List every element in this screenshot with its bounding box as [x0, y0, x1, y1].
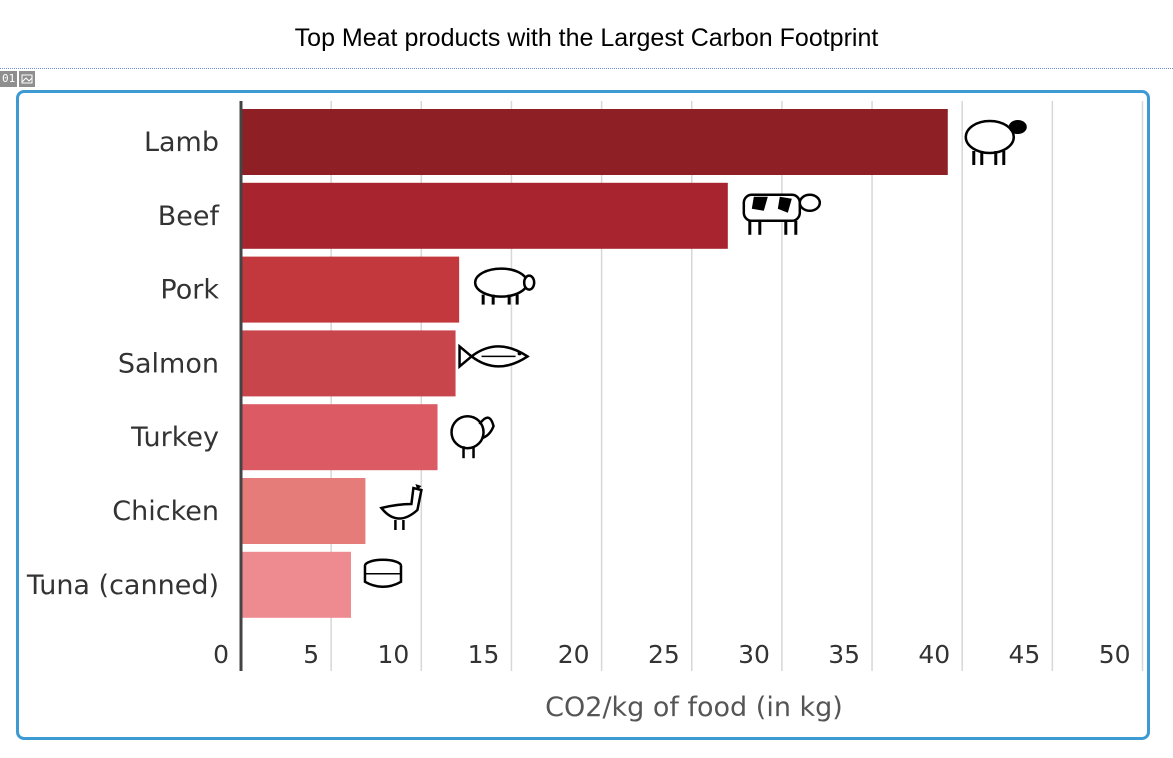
chart-frame: Lamb Beef Pork Salmon Turkey Chicken Tuna (can…: [16, 90, 1150, 740]
x-tick-label: 10: [377, 640, 409, 669]
x-tick-label: 15: [468, 640, 500, 669]
object-tag: 01: [0, 71, 36, 87]
x-tick-label: 30: [738, 640, 770, 669]
fish-icon: [458, 343, 530, 370]
bar-turkey: [241, 404, 438, 471]
bar-beef: [241, 182, 728, 249]
x-tick-label: 20: [558, 640, 590, 669]
chicken-icon: [379, 484, 423, 530]
x-tick-label: 35: [828, 640, 860, 669]
category-label: Lamb: [144, 127, 219, 158]
x-tick-label: 0: [213, 640, 229, 669]
x-axis-title: CO2/kg of food (in kg): [545, 692, 843, 723]
bar-tuna-canned: [241, 551, 351, 618]
bar-chicken: [241, 478, 366, 544]
object-tag-label: 01: [0, 71, 18, 87]
can-icon: [363, 558, 403, 589]
x-tick-label: 45: [1009, 640, 1041, 669]
x-tick-label: 40: [918, 640, 950, 669]
image-icon: [19, 71, 36, 87]
cow-icon: [742, 193, 822, 235]
bar-salmon: [241, 330, 456, 397]
pig-icon: [473, 267, 536, 305]
category-label: Salmon: [118, 348, 219, 379]
page-title: Top Meat products with the Largest Carbo…: [294, 24, 879, 52]
category-label: Turkey: [130, 422, 219, 453]
category-label: Chicken: [112, 496, 219, 527]
bar-lamb: [241, 109, 948, 175]
category-label: Beef: [158, 201, 221, 232]
bar-pork: [241, 256, 460, 323]
guide-line: [0, 68, 1173, 69]
category-label: Tuna (canned): [26, 570, 219, 601]
x-tick-label: 5: [303, 640, 319, 669]
sheep-icon: [964, 119, 1027, 165]
category-label: Pork: [160, 275, 219, 306]
bar-chart: Lamb Beef Pork Salmon Turkey Chicken Tuna (can…: [26, 101, 1144, 723]
x-tick-label: 50: [1099, 640, 1131, 669]
x-tick-label: 25: [648, 640, 680, 669]
turkey-icon: [450, 414, 495, 459]
